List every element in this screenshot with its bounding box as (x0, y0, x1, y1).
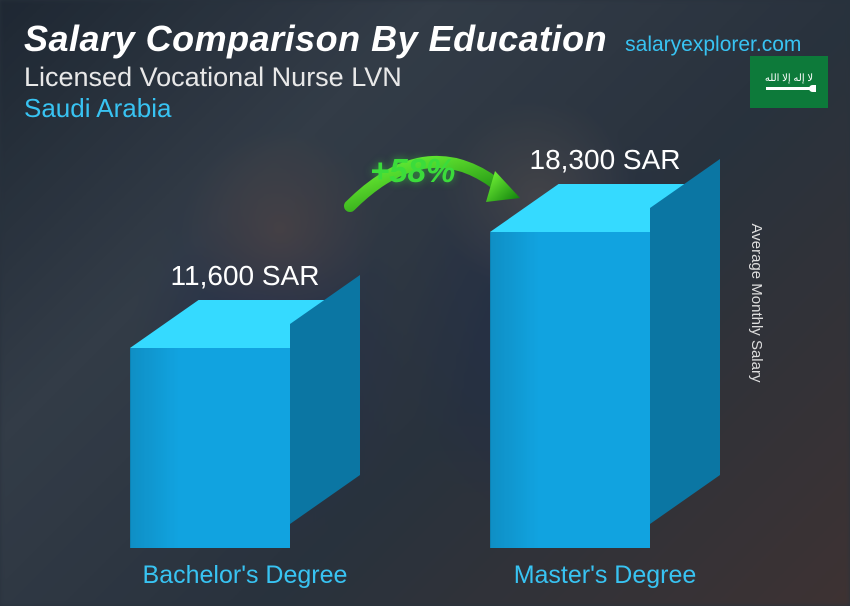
bar-0 (130, 348, 360, 548)
page-title: Salary Comparison By Education (24, 18, 607, 60)
bar-label-0: Bachelor's Degree (115, 561, 375, 590)
site-name: salaryexplorer.com (625, 33, 801, 57)
bar-label-1: Master's Degree (475, 561, 735, 590)
percent-increase-badge: +58% (370, 152, 455, 190)
y-axis-label: Average Monthly Salary (748, 224, 765, 383)
bar-value-0: 11,600 SAR (115, 260, 375, 292)
bar-1 (490, 232, 720, 548)
flag-saudi-arabia: لا إله إلا الله (750, 56, 828, 108)
country-name: Saudi Arabia (24, 93, 826, 124)
bar-chart: +58% 11,600 SAR18,300 SAR Bachelor's Deg… (0, 166, 850, 606)
job-title: Licensed Vocational Nurse LVN (24, 62, 826, 93)
header: Salary Comparison By Education salaryexp… (0, 0, 850, 124)
